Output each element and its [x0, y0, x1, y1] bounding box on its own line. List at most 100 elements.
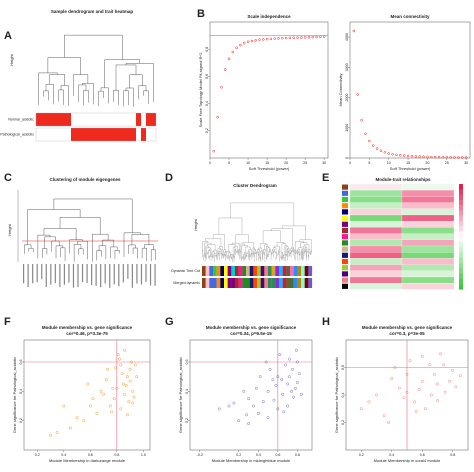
leaf-label — [45, 264, 47, 287]
dendrogram-link — [260, 243, 267, 249]
x-tick-label: 30 — [322, 161, 326, 165]
dendrogram-link — [114, 250, 120, 259]
dendrogram-link — [287, 251, 289, 261]
leaf-label — [113, 264, 115, 285]
point — [114, 366, 117, 370]
module-color — [308, 266, 313, 276]
dendrogram-link — [78, 248, 84, 255]
point — [223, 68, 227, 71]
dendrogram-link — [37, 234, 51, 259]
module-color — [279, 278, 283, 288]
point — [49, 433, 52, 437]
point — [288, 36, 292, 40]
point — [227, 404, 231, 408]
point — [367, 400, 371, 404]
x-tick-label: 30 — [464, 161, 468, 165]
dendrogram-link — [53, 198, 133, 233]
x-tick-label: 0.4 — [389, 453, 394, 457]
dendrogram-link — [222, 254, 224, 259]
module-swatch — [342, 240, 348, 246]
heat-cell — [36, 128, 41, 141]
point — [368, 139, 371, 143]
module-swatch — [342, 265, 348, 271]
point — [375, 393, 378, 397]
point — [420, 379, 424, 383]
point — [75, 416, 79, 420]
point — [288, 375, 292, 379]
dendrogram-link — [204, 242, 212, 254]
heat-cell — [111, 128, 116, 141]
color-scale — [459, 220, 463, 227]
module-color — [264, 266, 269, 276]
module-color — [213, 266, 217, 276]
point — [123, 348, 127, 352]
heat-cell — [46, 113, 51, 126]
y-axis-label: Gene significance for Pathological_acido… — [12, 357, 17, 433]
leaf-label — [154, 264, 156, 286]
module-swatch — [342, 258, 348, 265]
dendrogram-link — [291, 246, 294, 249]
dendrogram-link — [275, 251, 277, 255]
module-color — [231, 278, 236, 288]
heat-cell — [91, 128, 96, 141]
heat-cell — [349, 202, 403, 209]
dendrogram-link — [217, 251, 219, 260]
color-scale — [459, 284, 463, 290]
module-swatch — [342, 246, 348, 252]
dendrogram-link — [280, 256, 282, 260]
dendrogram-link — [203, 255, 205, 260]
x-axis-label: Module Membership in coral4 module — [374, 458, 441, 463]
dendrogram-link — [209, 248, 212, 257]
panel-letter: F — [4, 316, 11, 328]
heat-cell — [136, 113, 141, 126]
dendrogram-link — [278, 251, 280, 262]
module-color — [227, 266, 232, 276]
module-swatch — [342, 203, 348, 209]
dendrogram-link — [286, 249, 289, 257]
heat-cell — [401, 283, 455, 290]
module-color — [231, 266, 236, 276]
x-tick-label: 0.4 — [256, 453, 261, 457]
point — [261, 400, 265, 404]
point — [122, 382, 125, 386]
y-tick-label: 0.2 — [185, 418, 189, 423]
heat-cell — [71, 128, 76, 141]
point — [397, 386, 401, 390]
dendrogram-link — [234, 246, 238, 251]
panel-letter: B — [197, 8, 205, 20]
dendrogram-link — [270, 253, 272, 261]
dendrogram-link — [308, 255, 310, 261]
point — [284, 363, 288, 367]
dendrogram-link — [304, 248, 306, 252]
y-tick-label: 0.4 — [185, 389, 189, 394]
heat-cell — [349, 245, 403, 253]
dendrogram-link — [287, 248, 290, 258]
module-swatch — [342, 221, 348, 227]
module-color — [304, 278, 309, 288]
heat-cell — [349, 196, 403, 203]
point — [88, 404, 92, 408]
x-tick-label: 5 — [228, 161, 230, 165]
point — [290, 389, 293, 393]
dendrogram-link — [266, 246, 269, 260]
dendrogram-link — [232, 254, 234, 262]
point — [433, 372, 436, 376]
heat-cell — [41, 113, 46, 126]
point — [282, 410, 286, 414]
y-tick-label: 3000 — [345, 63, 349, 71]
point — [133, 363, 137, 367]
point — [216, 115, 219, 119]
x-tick-label: 0 — [209, 161, 211, 165]
point — [413, 400, 417, 404]
module-color — [253, 278, 258, 288]
color-scale — [459, 257, 463, 264]
y-tick-label: 0.4 — [341, 393, 345, 398]
x-tick-label: 0.8 — [450, 453, 455, 457]
dendrogram-link — [290, 251, 292, 258]
leaf-label — [41, 264, 43, 280]
dendrogram-link — [300, 242, 307, 248]
point — [246, 40, 250, 43]
point — [118, 357, 121, 361]
heat-cell — [146, 113, 151, 126]
dendrogram-link — [248, 249, 252, 254]
